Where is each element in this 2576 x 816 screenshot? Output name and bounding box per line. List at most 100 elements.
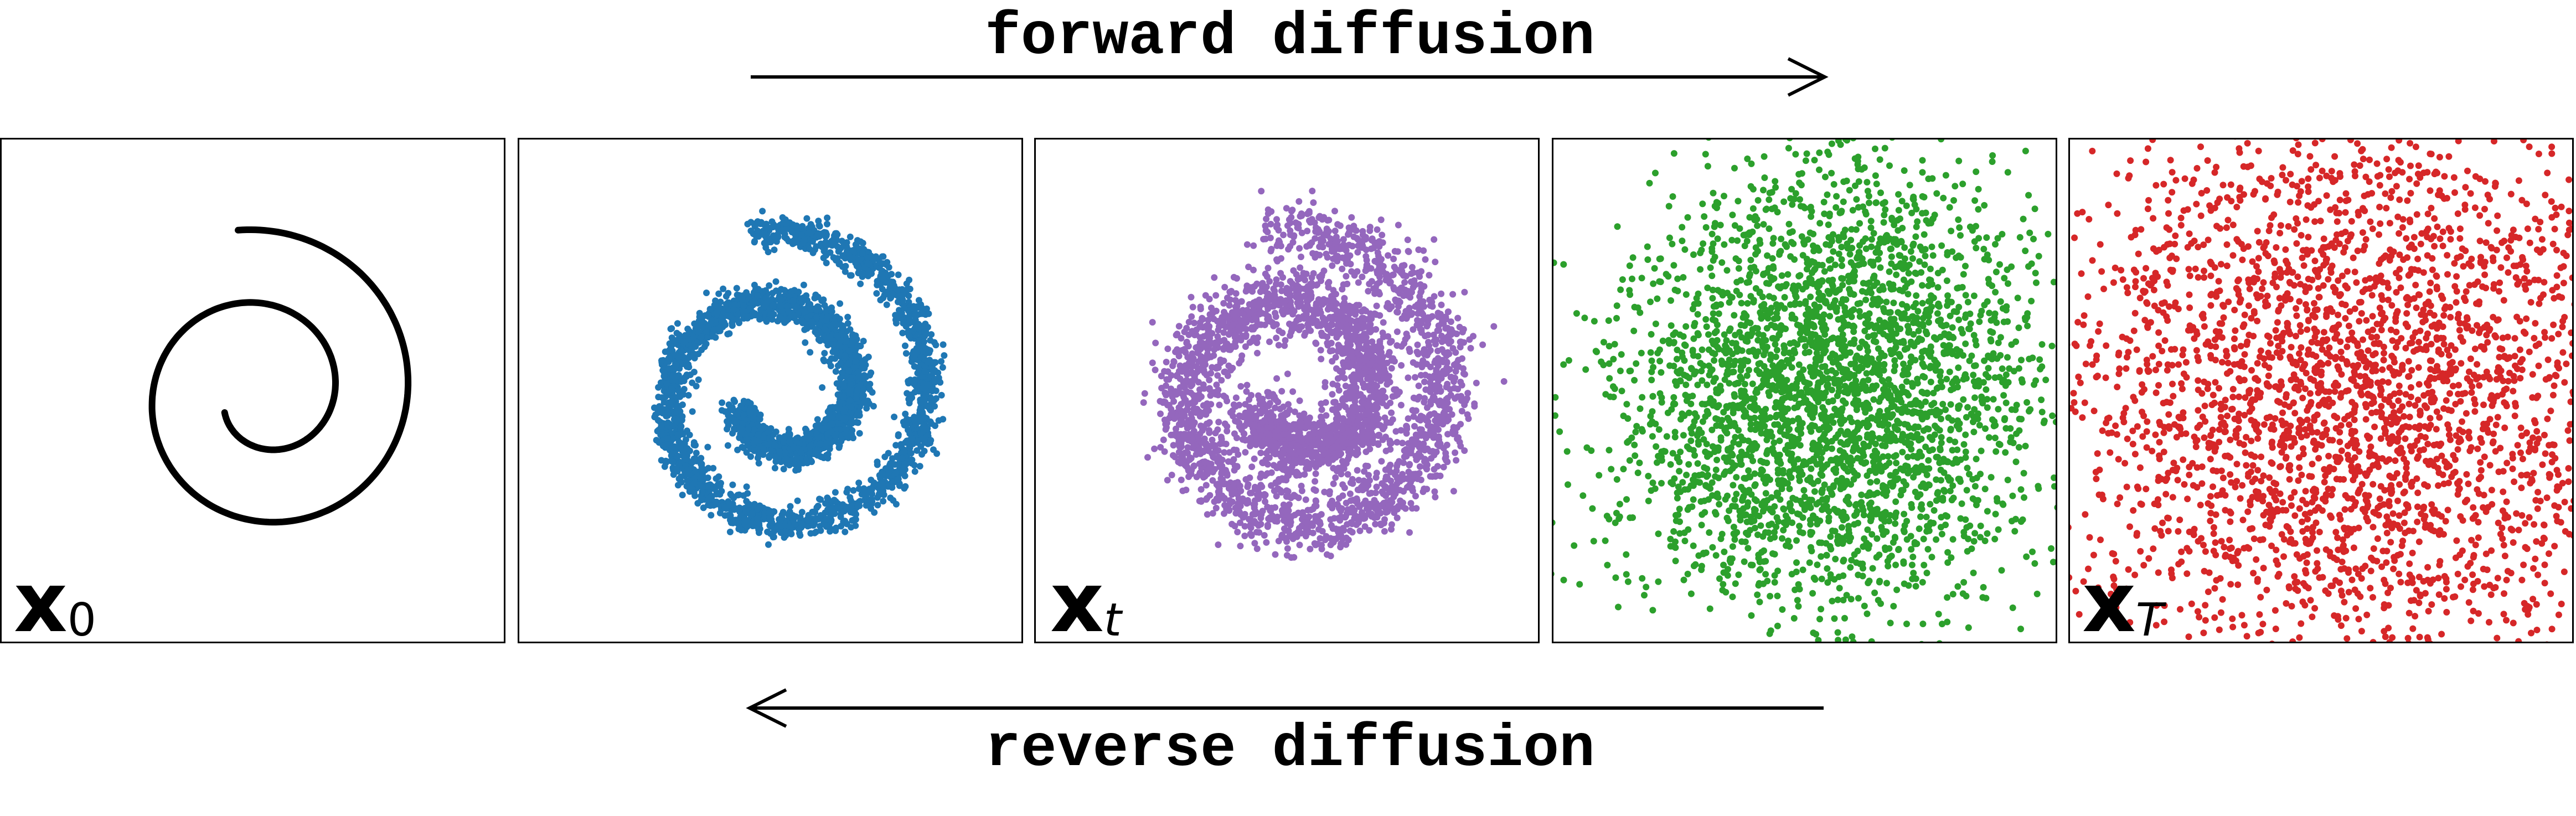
point xyxy=(853,395,860,402)
point xyxy=(1210,316,1217,323)
point xyxy=(887,294,895,301)
point xyxy=(747,228,755,234)
point xyxy=(902,483,909,490)
point xyxy=(730,494,737,502)
point xyxy=(799,319,806,326)
point xyxy=(726,528,734,535)
point xyxy=(716,483,724,490)
point xyxy=(838,523,845,530)
point xyxy=(1175,353,1183,360)
point xyxy=(840,380,847,388)
point xyxy=(779,509,787,516)
point xyxy=(712,501,719,508)
point xyxy=(788,229,796,236)
point xyxy=(813,504,820,511)
point xyxy=(820,296,827,303)
point xyxy=(729,404,736,411)
point xyxy=(828,304,835,311)
point xyxy=(823,317,830,324)
point xyxy=(777,517,784,524)
point xyxy=(839,252,846,259)
point xyxy=(1444,308,1452,316)
point xyxy=(781,534,788,541)
point xyxy=(699,469,706,476)
point xyxy=(852,516,859,523)
point xyxy=(783,455,790,462)
point xyxy=(1452,449,1459,456)
point xyxy=(842,262,849,270)
point xyxy=(1423,466,1431,473)
point xyxy=(923,388,930,395)
point xyxy=(762,287,769,294)
point xyxy=(1298,210,1305,217)
point xyxy=(1356,503,1363,510)
point xyxy=(817,440,824,447)
point xyxy=(813,314,820,321)
point xyxy=(921,438,928,445)
point xyxy=(745,500,752,508)
point xyxy=(734,446,741,453)
point xyxy=(829,341,836,348)
point xyxy=(908,435,916,442)
point xyxy=(1318,400,1325,407)
point xyxy=(840,409,848,415)
point xyxy=(846,347,853,354)
point xyxy=(825,414,832,421)
point xyxy=(1464,390,1472,397)
point xyxy=(724,442,731,449)
point xyxy=(1431,410,1438,417)
point xyxy=(1163,359,1170,365)
point xyxy=(842,528,849,535)
point xyxy=(1453,457,1460,464)
point xyxy=(822,240,829,247)
point xyxy=(837,337,844,344)
point xyxy=(1263,539,1270,546)
point xyxy=(1248,392,1255,399)
point xyxy=(921,338,927,345)
point xyxy=(832,527,839,534)
point xyxy=(658,422,665,430)
point xyxy=(813,306,820,313)
point xyxy=(1164,345,1171,353)
point xyxy=(679,492,686,499)
point xyxy=(874,502,881,509)
point xyxy=(1183,338,1190,345)
point xyxy=(1264,229,1271,236)
point xyxy=(846,397,853,404)
point xyxy=(1500,378,1508,385)
point xyxy=(925,359,932,366)
point xyxy=(798,509,806,516)
point xyxy=(1346,490,1354,497)
point xyxy=(890,283,897,290)
point xyxy=(670,422,677,429)
point xyxy=(901,304,908,312)
point xyxy=(696,474,704,482)
point xyxy=(798,295,805,302)
point xyxy=(1273,242,1281,249)
point xyxy=(670,365,677,372)
point xyxy=(817,527,824,534)
point xyxy=(899,455,906,462)
point xyxy=(755,451,762,458)
point xyxy=(1271,287,1278,295)
noisier-spiral-scatter xyxy=(1140,188,1508,561)
point xyxy=(1275,342,1282,349)
point xyxy=(747,520,755,528)
point xyxy=(850,247,857,254)
point xyxy=(1329,391,1336,398)
point xyxy=(878,480,885,487)
point xyxy=(842,352,849,359)
point xyxy=(720,285,727,292)
point xyxy=(1237,519,1243,526)
point xyxy=(1273,281,1279,288)
point xyxy=(664,435,671,442)
point xyxy=(1403,425,1411,432)
point xyxy=(753,515,761,522)
point xyxy=(837,300,844,307)
point xyxy=(776,448,783,456)
point xyxy=(1213,381,1220,389)
point xyxy=(807,530,814,537)
point xyxy=(789,237,797,245)
point xyxy=(813,515,819,522)
point xyxy=(1405,415,1412,422)
